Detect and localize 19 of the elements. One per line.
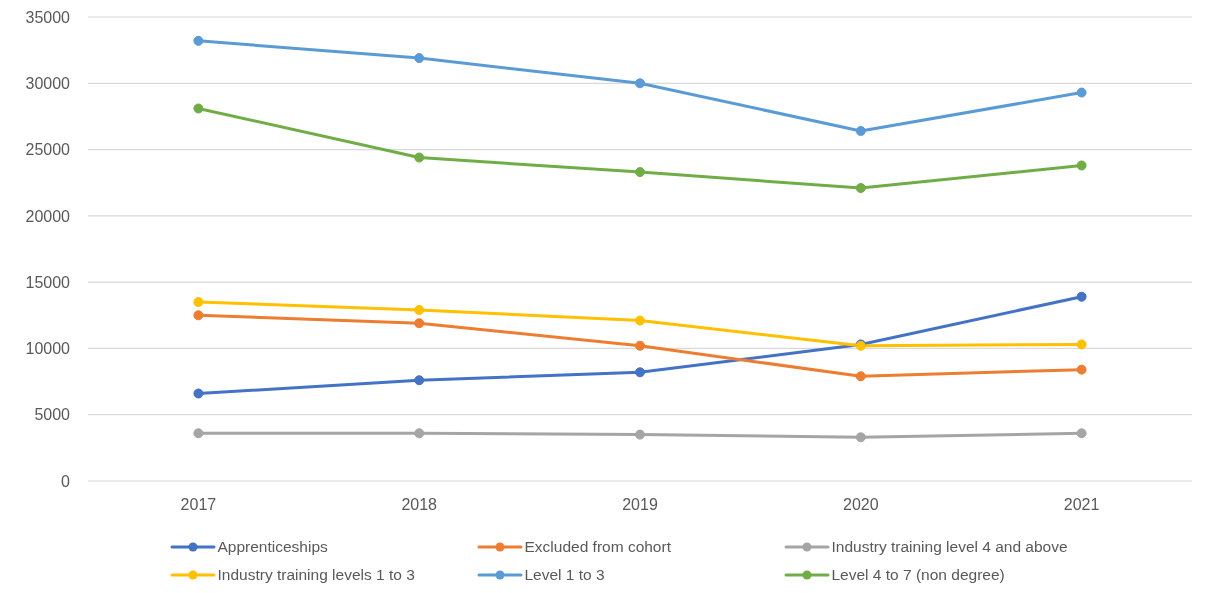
y-tick-label: 0: [61, 472, 71, 490]
legend-label: Level 1 to 3: [524, 566, 605, 584]
y-tick-label: 30000: [25, 74, 71, 92]
x-tick-label: 2017: [180, 496, 217, 514]
y-tick-label: 5000: [34, 406, 71, 424]
legend-label: Apprenticeships: [217, 538, 328, 556]
x-tick-label: 2021: [1063, 496, 1100, 514]
legend-label: Industry training level 4 and above: [831, 538, 1068, 556]
legend-label: Excluded from cohort: [524, 538, 671, 556]
x-tick-label: 2019: [622, 496, 658, 514]
x-tick-label: 2020: [843, 496, 879, 514]
y-tick-label: 25000: [25, 141, 71, 159]
y-tick-label: 35000: [25, 8, 71, 26]
y-tick-label: 15000: [25, 273, 71, 291]
y-tick-label: 20000: [25, 207, 71, 225]
legend-label: Industry training levels 1 to 3: [217, 566, 415, 584]
legend-label: Level 4 to 7 (non degree): [831, 566, 1005, 584]
y-tick-label: 10000: [25, 340, 71, 358]
x-tick-label: 2018: [401, 496, 438, 514]
